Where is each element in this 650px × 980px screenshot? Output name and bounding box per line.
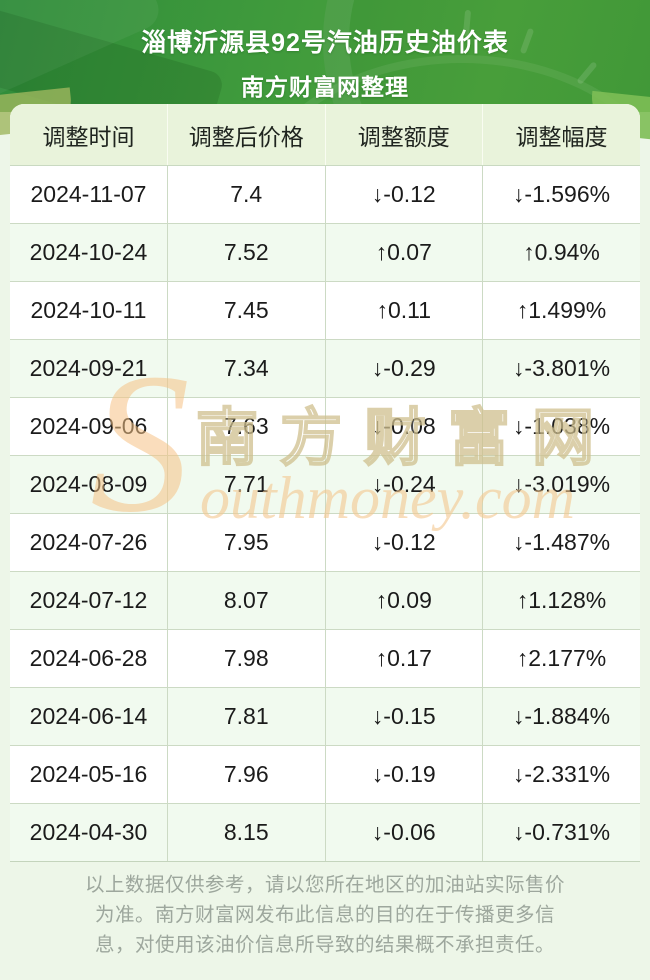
cell-adjust-range: ↓-1.487% xyxy=(482,513,640,572)
cell-adjust-range: ↓-3.801% xyxy=(482,339,640,398)
cell-price-after: 7.98 xyxy=(167,629,326,688)
table-row: 2024-10-11 7.45 ↑0.11 ↑1.499% xyxy=(10,281,640,340)
disclaimer-line: 为准。南方财富网发布此信息的目的在于传播更多信 xyxy=(94,904,555,926)
table-row: 2024-10-24 7.52 ↑0.07 ↑0.94% xyxy=(10,223,640,282)
cell-price-after: 7.63 xyxy=(167,397,326,456)
cell-adjust-date: 2024-05-16 xyxy=(10,745,168,804)
disclaimer: 以上数据仅供参考，请以您所在地区的加油站实际售价 为准。南方财富网发布此信息的目… xyxy=(35,870,615,960)
cell-price-after: 8.15 xyxy=(167,803,326,862)
table-row: 2024-09-21 7.34 ↓-0.29 ↓-3.801% xyxy=(10,339,640,398)
cell-adjust-date: 2024-08-09 xyxy=(10,455,168,514)
cell-adjust-range: ↓-3.019% xyxy=(482,455,640,514)
cell-adjust-range: ↑1.499% xyxy=(482,281,640,340)
cell-adjust-range: ↑2.177% xyxy=(482,629,640,688)
table-row: 2024-04-30 8.15 ↓-0.06 ↓-0.731% xyxy=(10,803,640,862)
header-row: 调整时间 调整后价格 调整额度 调整幅度 xyxy=(10,104,640,166)
cell-adjust-date: 2024-04-30 xyxy=(10,803,168,862)
cell-adjust-amount: ↓-0.24 xyxy=(325,455,483,514)
cell-price-after: 7.34 xyxy=(167,339,326,398)
price-table-card: 调整时间 调整后价格 调整额度 调整幅度 2024-11-07 7.4 ↓-0.… xyxy=(10,104,640,862)
banner: 淄博沂源县92号汽油历史油价表 南方财富网整理 xyxy=(0,0,650,112)
cell-price-after: 7.4 xyxy=(167,165,326,224)
cell-adjust-range: ↓-0.731% xyxy=(482,803,640,862)
cell-price-after: 7.52 xyxy=(167,223,326,282)
cell-adjust-range: ↓-1.596% xyxy=(482,165,640,224)
price-table: 调整时间 调整后价格 调整额度 调整幅度 2024-11-07 7.4 ↓-0.… xyxy=(10,104,640,862)
table-row: 2024-08-09 7.71 ↓-0.24 ↓-3.019% xyxy=(10,455,640,514)
header-price-after: 调整后价格 xyxy=(167,104,326,166)
table-row: 2024-11-07 7.4 ↓-0.12 ↓-1.596% xyxy=(10,165,640,224)
cell-adjust-amount: ↓-0.12 xyxy=(325,165,483,224)
cell-adjust-date: 2024-10-24 xyxy=(10,223,168,282)
cell-adjust-date: 2024-11-07 xyxy=(10,165,168,224)
cell-adjust-date: 2024-09-21 xyxy=(10,339,168,398)
table-row: 2024-07-12 8.07 ↑0.09 ↑1.128% xyxy=(10,571,640,630)
cell-adjust-range: ↑0.94% xyxy=(482,223,640,282)
cell-adjust-amount: ↑0.17 xyxy=(325,629,483,688)
cell-adjust-date: 2024-07-26 xyxy=(10,513,168,572)
cell-adjust-range: ↓-1.038% xyxy=(482,397,640,456)
cell-price-after: 7.96 xyxy=(167,745,326,804)
page-title: 淄博沂源县92号汽油历史油价表 xyxy=(141,29,509,57)
cell-adjust-date: 2024-07-12 xyxy=(10,571,168,630)
cell-adjust-date: 2024-10-11 xyxy=(10,281,168,340)
cell-price-after: 7.81 xyxy=(167,687,326,746)
cell-adjust-date: 2024-09-06 xyxy=(10,397,168,456)
cell-adjust-amount: ↑0.11 xyxy=(325,281,483,340)
cell-adjust-amount: ↓-0.08 xyxy=(325,397,483,456)
price-table-header: 调整时间 调整后价格 调整额度 调整幅度 xyxy=(10,104,640,166)
table-row: 2024-05-16 7.96 ↓-0.19 ↓-2.331% xyxy=(10,745,640,804)
header-adjust-time: 调整时间 xyxy=(10,104,168,166)
disclaimer-line: 息，对使用该油价信息所导致的结果概不承担责任。 xyxy=(94,934,555,956)
cell-adjust-date: 2024-06-28 xyxy=(10,629,168,688)
cell-adjust-amount: ↑0.09 xyxy=(325,571,483,630)
cell-adjust-amount: ↓-0.19 xyxy=(325,745,483,804)
cell-price-after: 8.07 xyxy=(167,571,326,630)
table-row: 2024-06-14 7.81 ↓-0.15 ↓-1.884% xyxy=(10,687,640,746)
cell-adjust-date: 2024-06-14 xyxy=(10,687,168,746)
header-adjust-range: 调整幅度 xyxy=(482,104,640,166)
table-row: 2024-09-06 7.63 ↓-0.08 ↓-1.038% xyxy=(10,397,640,456)
cell-price-after: 7.95 xyxy=(167,513,326,572)
table-row: 2024-06-28 7.98 ↑0.17 ↑2.177% xyxy=(10,629,640,688)
price-table-body: 2024-11-07 7.4 ↓-0.12 ↓-1.596% 2024-10-2… xyxy=(10,165,640,862)
cell-adjust-amount: ↓-0.15 xyxy=(325,687,483,746)
disclaimer-line: 以上数据仅供参考，请以您所在地区的加油站实际售价 xyxy=(84,874,565,896)
cell-adjust-range: ↓-2.331% xyxy=(482,745,640,804)
cell-adjust-amount: ↓-0.12 xyxy=(325,513,483,572)
cell-price-after: 7.71 xyxy=(167,455,326,514)
cell-adjust-range: ↑1.128% xyxy=(482,571,640,630)
table-row: 2024-07-26 7.95 ↓-0.12 ↓-1.487% xyxy=(10,513,640,572)
cell-adjust-amount: ↓-0.29 xyxy=(325,339,483,398)
header-adjust-amount: 调整额度 xyxy=(325,104,483,166)
cell-adjust-range: ↓-1.884% xyxy=(482,687,640,746)
cell-adjust-amount: ↓-0.06 xyxy=(325,803,483,862)
page-subtitle: 南方财富网整理 xyxy=(241,74,409,100)
cell-adjust-amount: ↑0.07 xyxy=(325,223,483,282)
cell-price-after: 7.45 xyxy=(167,281,326,340)
